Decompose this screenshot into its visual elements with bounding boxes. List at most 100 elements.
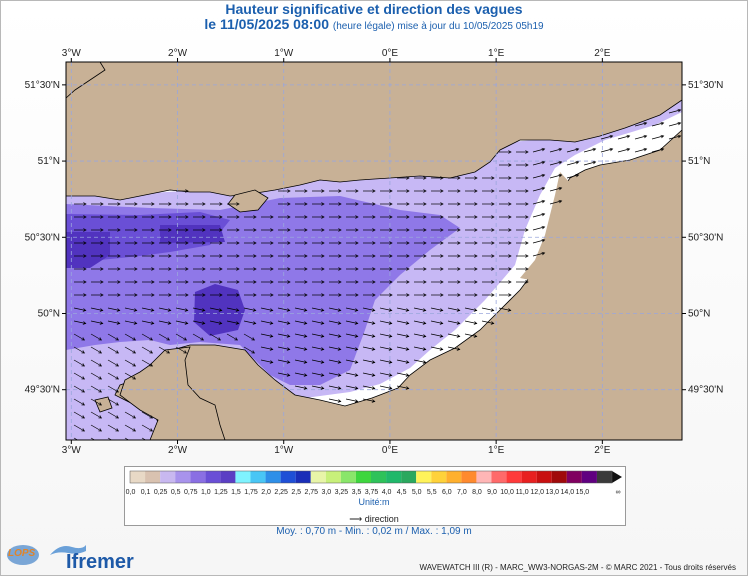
- unit-label: Unité:m: [358, 497, 390, 507]
- direction-arrow: [312, 267, 325, 271]
- direction-arrow: [448, 241, 461, 245]
- direction-arrow: [379, 385, 393, 390]
- direction-arrow: [380, 293, 393, 297]
- direction-arrow: [379, 346, 393, 351]
- direction-arrow: [465, 254, 478, 258]
- direction-arrow: [74, 228, 87, 232]
- colorbar-tick-label: 1,75: [244, 489, 258, 496]
- direction-arrow: [90, 411, 103, 419]
- direction-arrow: [159, 293, 172, 297]
- colorbar-swatch: [386, 471, 402, 483]
- direction-arrow: [447, 320, 461, 325]
- direction-arrow: [482, 267, 495, 271]
- direction-arrow: [363, 228, 376, 232]
- direction-arrow: [600, 134, 614, 140]
- y-tick-label-right-4: 51°30'N: [688, 80, 723, 91]
- direction-arrow: [209, 333, 222, 341]
- direction-arrow: [244, 280, 257, 284]
- direction-arrow: [414, 280, 427, 284]
- direction-arrow: [107, 411, 120, 419]
- direction-arrow: [193, 280, 206, 284]
- direction-arrow: [499, 267, 512, 271]
- colorbar-swatch: [325, 471, 341, 483]
- direction-arrow: [516, 241, 529, 245]
- direction-arrow: [345, 385, 359, 390]
- colorbar-tick-label: 11,0: [516, 489, 529, 496]
- direction-arrow: [345, 320, 359, 325]
- direction-arrow: [260, 359, 274, 364]
- direction-arrow: [278, 267, 291, 271]
- direction-arrow: [91, 254, 104, 258]
- direction-arrow: [328, 359, 342, 364]
- direction-arrow: [107, 346, 120, 354]
- direction-arrow: [73, 411, 86, 419]
- direction-arrow: [125, 241, 138, 245]
- direction-arrow: [362, 320, 376, 325]
- direction-arrow: [90, 398, 103, 406]
- plot-border: [65, 61, 683, 441]
- direction-arrow: [294, 320, 308, 325]
- direction-arrow: [430, 346, 444, 351]
- direction-legend: ⟶ direction: [124, 514, 624, 525]
- direction-arrow: [499, 280, 512, 284]
- direction-arrow: [175, 320, 189, 325]
- direction-arrow: [108, 202, 121, 206]
- direction-arrow: [465, 293, 478, 297]
- direction-arrow: [329, 202, 342, 206]
- direction-arrow: [651, 134, 665, 140]
- direction-arrow: [294, 307, 308, 312]
- y-tick-label-right-3: 51°N: [688, 156, 710, 167]
- colorbar-tick-label: 12,0: [530, 489, 544, 496]
- direction-arrow: [142, 228, 155, 232]
- direction-arrow: [278, 254, 291, 258]
- direction-arrow: [465, 176, 478, 180]
- direction-arrow: [261, 215, 274, 219]
- direction-arrow: [142, 293, 155, 297]
- direction-arrow: [141, 424, 154, 432]
- colorbar-swatch: [476, 471, 492, 483]
- direction-arrow: [312, 280, 325, 284]
- colorbar-tick-label: 3,5: [352, 489, 362, 496]
- direction-arrow: [499, 215, 512, 219]
- direction-arrow: [311, 385, 325, 390]
- direction-arrow: [379, 372, 393, 377]
- direction-arrow: [311, 346, 325, 351]
- colorbar-tick-label: 0,5: [171, 489, 181, 496]
- direction-arrow: [294, 385, 308, 390]
- colorbar-tick-label: 6,0: [442, 489, 452, 496]
- direction-arrow: [414, 241, 427, 245]
- direction-arrow: [90, 385, 103, 393]
- direction-arrow: [465, 202, 478, 206]
- direction-arrow: [90, 437, 96, 440]
- direction-arrow: [192, 320, 206, 325]
- colorbar-tick-label: 3,0: [321, 489, 331, 496]
- direction-arrow: [159, 202, 172, 206]
- direction-arrow: [482, 293, 495, 297]
- direction-arrow: [226, 307, 240, 312]
- direction-arrow: [499, 228, 512, 232]
- direction-arrow: [482, 189, 495, 193]
- chart-date-main: le 11/05/2025 08:00: [204, 16, 329, 32]
- x-tick-label-top-5: 2°E: [594, 48, 611, 59]
- direction-arrow: [107, 372, 120, 380]
- direction-arrow: [277, 320, 291, 325]
- direction-arrow: [414, 189, 427, 193]
- direction-arrow: [210, 293, 223, 297]
- direction-arrow: [227, 215, 240, 219]
- sea-max-patch-north: [160, 225, 225, 243]
- direction-arrow: [346, 189, 359, 193]
- direction-arrow: [107, 424, 120, 432]
- direction-arrow: [397, 228, 410, 232]
- direction-arrow: [499, 176, 512, 180]
- direction-arrow: [210, 241, 223, 245]
- direction-arrow: [312, 202, 325, 206]
- direction-arrow: [243, 346, 256, 354]
- direction-arrow: [362, 372, 376, 377]
- x-tick-label-bottom-2: 1°W: [274, 445, 294, 456]
- direction-arrow: [397, 176, 410, 180]
- direction-arrow: [73, 437, 79, 440]
- direction-arrow: [346, 215, 359, 219]
- direction-arrow: [431, 228, 444, 232]
- direction-arrow: [295, 189, 308, 193]
- direction-arrow: [329, 241, 342, 245]
